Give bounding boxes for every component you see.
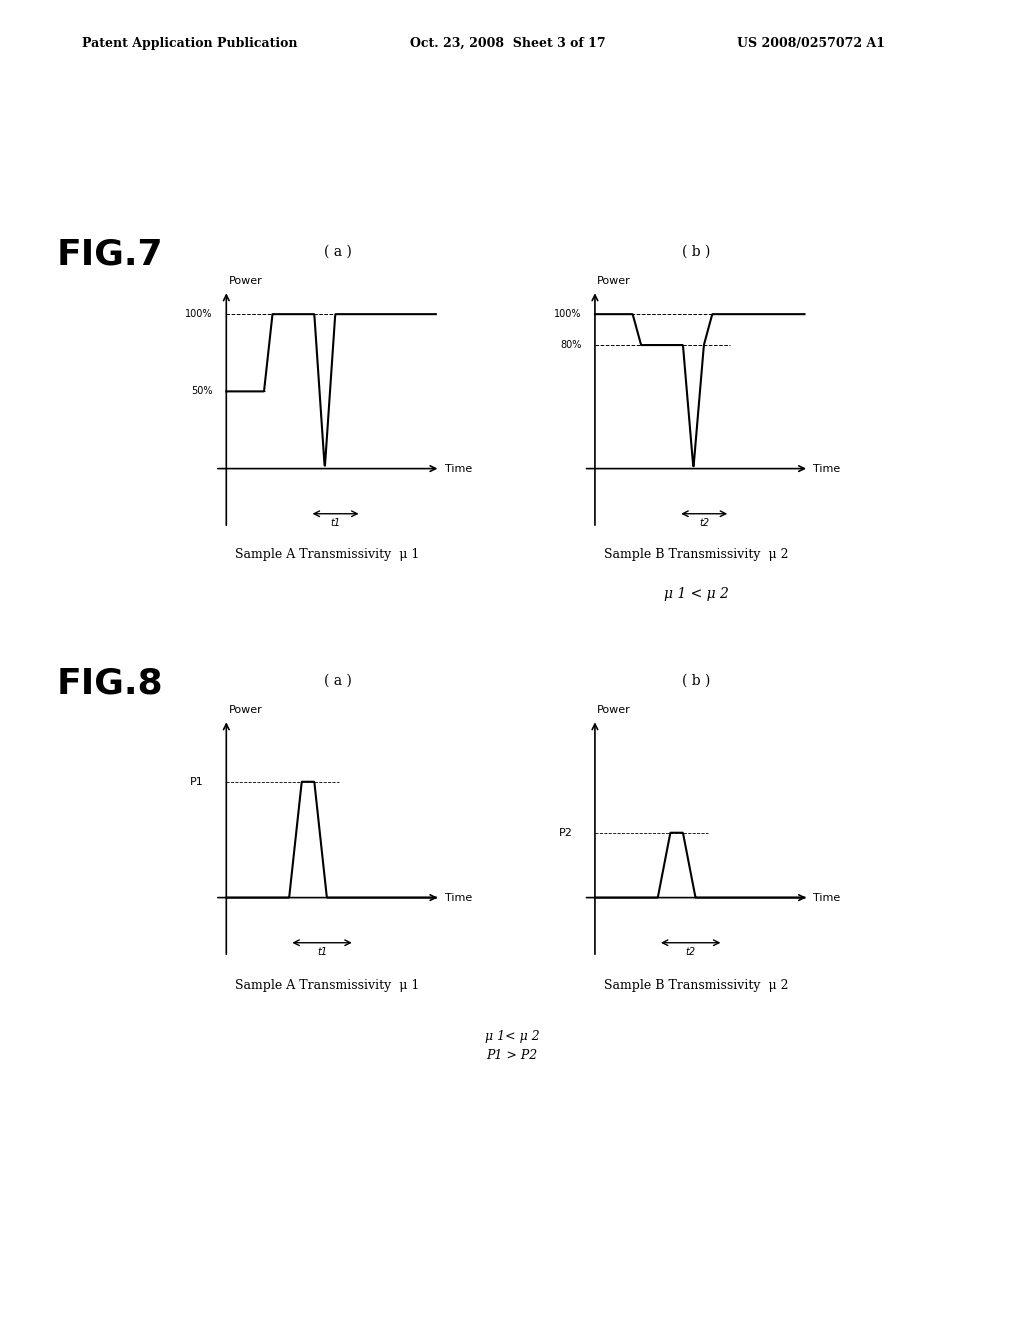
Text: t2: t2 — [686, 946, 695, 957]
Text: 50%: 50% — [191, 387, 213, 396]
Text: t2: t2 — [699, 517, 710, 528]
Text: Sample B Transmissivity  μ 2: Sample B Transmissivity μ 2 — [604, 548, 788, 561]
Text: ( a ): ( a ) — [324, 673, 352, 688]
Text: Oct. 23, 2008  Sheet 3 of 17: Oct. 23, 2008 Sheet 3 of 17 — [410, 37, 605, 50]
Text: P2: P2 — [558, 828, 572, 838]
Text: t1: t1 — [331, 517, 341, 528]
Text: Sample A Transmissivity  μ 1: Sample A Transmissivity μ 1 — [236, 979, 420, 993]
Text: 80%: 80% — [560, 341, 582, 350]
Text: Time: Time — [813, 892, 841, 903]
Text: Sample A Transmissivity  μ 1: Sample A Transmissivity μ 1 — [236, 548, 420, 561]
Text: 100%: 100% — [554, 309, 582, 319]
Text: US 2008/0257072 A1: US 2008/0257072 A1 — [737, 37, 886, 50]
Text: P1: P1 — [190, 776, 204, 787]
Text: Patent Application Publication: Patent Application Publication — [82, 37, 297, 50]
Text: Time: Time — [444, 892, 472, 903]
Text: 100%: 100% — [185, 309, 213, 319]
Text: Power: Power — [228, 705, 262, 714]
Text: FIG.7: FIG.7 — [56, 238, 163, 272]
Text: t1: t1 — [317, 946, 327, 957]
Text: Power: Power — [597, 276, 631, 285]
Text: Power: Power — [228, 276, 262, 285]
Text: Power: Power — [597, 705, 631, 714]
Text: Time: Time — [813, 463, 841, 474]
Text: μ 1< μ 2
P1 > P2: μ 1< μ 2 P1 > P2 — [484, 1030, 540, 1061]
Text: FIG.8: FIG.8 — [56, 667, 163, 701]
Text: ( b ): ( b ) — [682, 673, 711, 688]
Text: ( b ): ( b ) — [682, 244, 711, 259]
Text: ( a ): ( a ) — [324, 244, 352, 259]
Text: Time: Time — [444, 463, 472, 474]
Text: Sample B Transmissivity  μ 2: Sample B Transmissivity μ 2 — [604, 979, 788, 993]
Text: μ 1 < μ 2: μ 1 < μ 2 — [664, 587, 729, 602]
